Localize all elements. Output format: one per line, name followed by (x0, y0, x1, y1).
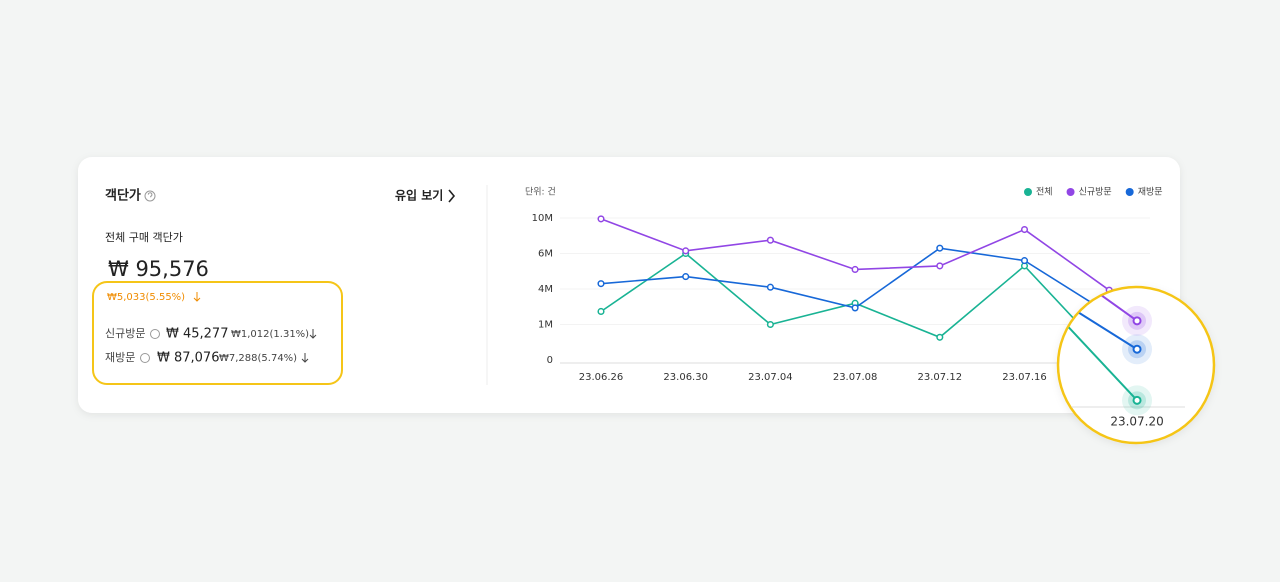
card (78, 157, 1180, 413)
point (1020, 257, 1029, 265)
point (766, 236, 774, 244)
total-value: ₩ 95,576 (108, 257, 209, 281)
x-tick-label: 23.07.08 (833, 372, 878, 383)
point (597, 280, 605, 288)
legend-dot (1125, 188, 1134, 196)
y-tick-label: 4M (538, 284, 553, 295)
row-change: ₩1,012(1.31%) (231, 329, 309, 340)
line (1059, 288, 1138, 322)
help-icon[interactable] (150, 329, 160, 339)
legend-dot (1066, 188, 1075, 196)
row-label: 재방문 (105, 351, 135, 364)
help-icon[interactable] (144, 190, 156, 202)
magnified-view: 23.07.20 (1059, 288, 1185, 429)
legend-label: 전체 (1036, 187, 1053, 198)
x-tick-label: 23.07.20 (1110, 415, 1163, 429)
legend-label: 재방문 (1138, 187, 1163, 198)
point (936, 333, 944, 341)
total-label: 전체 구매 객단가 (105, 231, 183, 244)
point (682, 273, 690, 281)
point (936, 244, 944, 252)
line (1059, 288, 1138, 351)
legend-label: 신규방문 (1079, 187, 1112, 198)
point (1132, 344, 1142, 354)
unit-label: 단위: 건 (525, 187, 556, 198)
card-title: 객단가 (105, 188, 141, 204)
row-value: ₩ 87,076 (157, 351, 219, 366)
x-tick-label: 23.07.16 (1002, 372, 1047, 383)
legend-dot (1024, 188, 1032, 196)
point (1132, 395, 1142, 405)
x-tick-label: 23.07.04 (748, 372, 793, 383)
point (766, 320, 774, 329)
y-tick-label: 0 (547, 355, 553, 366)
point (766, 283, 774, 291)
total-change: ₩5,033(5.55%) (107, 292, 185, 303)
row-change: ₩7,288(5.74%) (219, 353, 297, 364)
point (682, 247, 690, 255)
point (851, 304, 859, 312)
point (597, 215, 605, 223)
row-label: 신규방문 (105, 327, 145, 340)
down-arrow (301, 353, 309, 363)
line (1059, 291, 1138, 402)
y-tick-label: 1M (538, 320, 553, 331)
point (597, 307, 605, 316)
x-tick-label: 23.07.12 (918, 372, 963, 383)
x-tick-label: 23.06.26 (579, 372, 624, 383)
y-tick-label: 6M (538, 249, 553, 260)
point (851, 265, 859, 274)
highlight (92, 281, 343, 385)
down-arrow (193, 292, 201, 302)
x-tick-label: 23.06.30 (663, 372, 708, 383)
y-tick-label: 10M (532, 213, 553, 224)
point (1132, 316, 1142, 326)
point (1020, 225, 1029, 234)
down-arrow (309, 329, 317, 339)
magnifier (1056, 285, 1216, 445)
link[interactable]: 유입 보기 (395, 188, 443, 203)
chevron[interactable] (448, 189, 456, 203)
row-value: ₩ 45,277 (166, 327, 228, 342)
help-icon[interactable] (140, 353, 150, 363)
point (936, 262, 944, 270)
